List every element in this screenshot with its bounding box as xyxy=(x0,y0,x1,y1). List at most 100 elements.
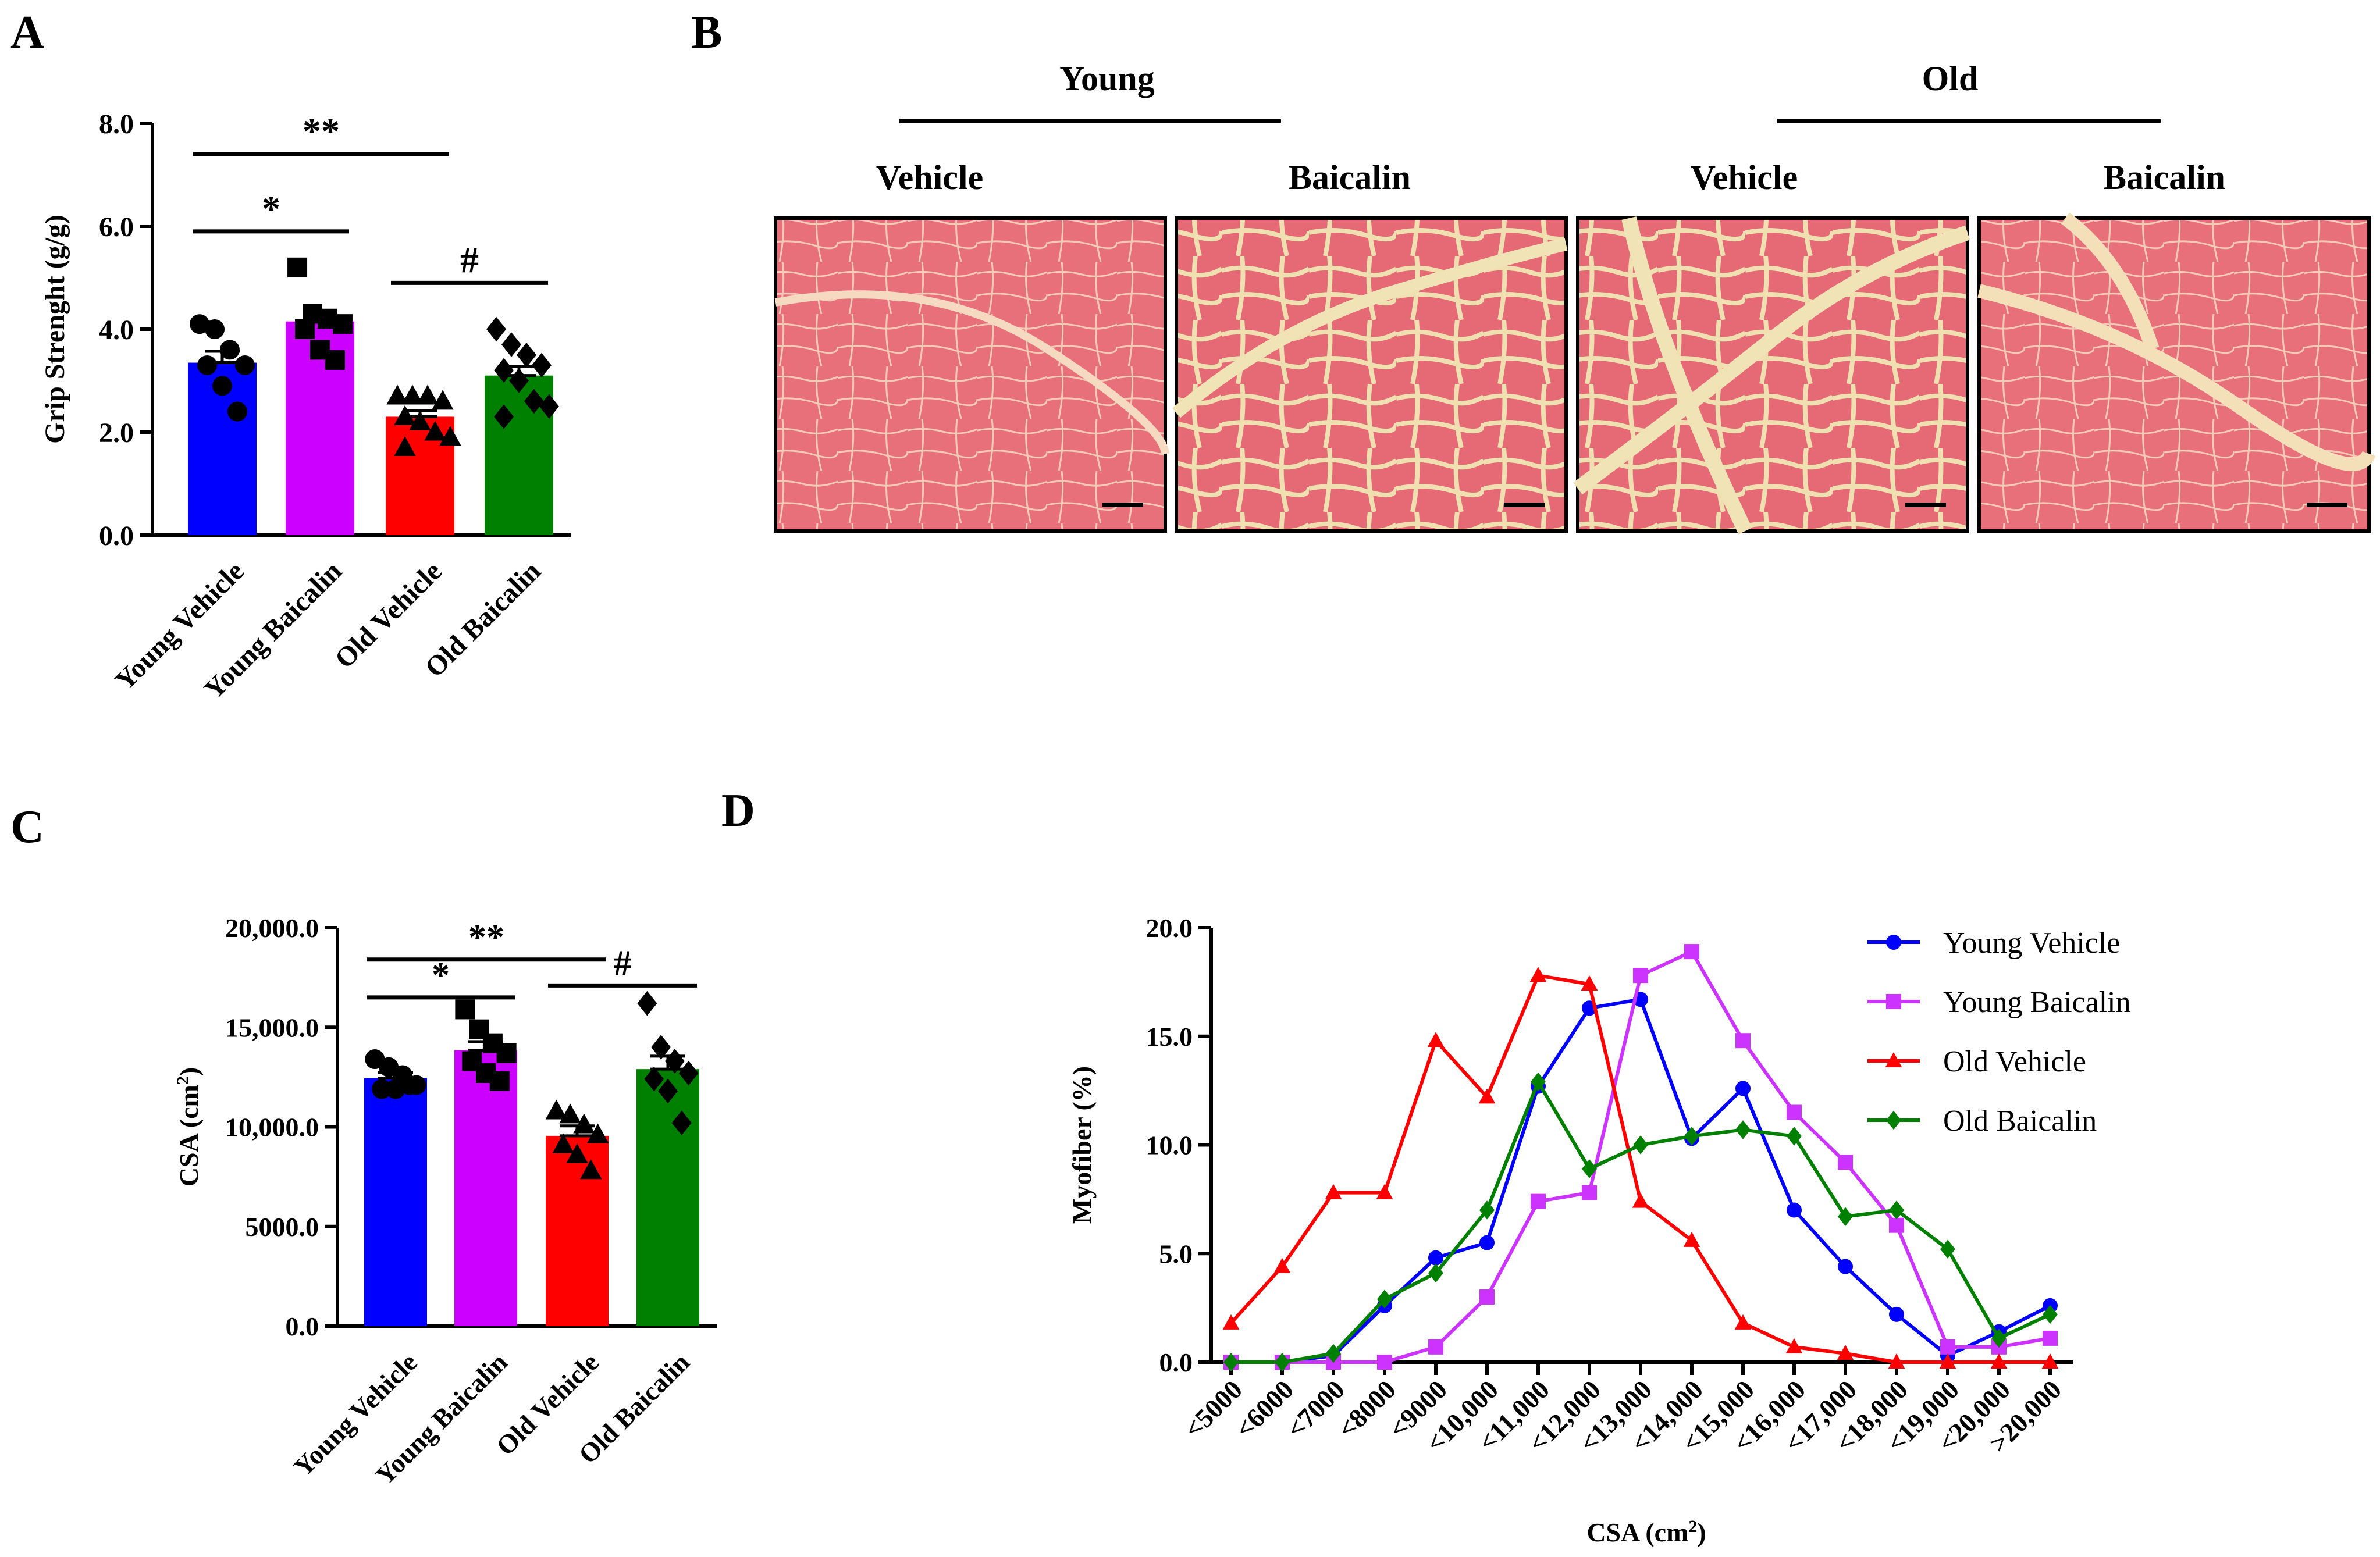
series-point xyxy=(1888,1353,1905,1369)
x-tick-label: <8000 xyxy=(1332,1374,1401,1444)
series-line xyxy=(1231,1078,2051,1364)
series-line xyxy=(1231,997,2051,1364)
y-tick-label: 0.0 xyxy=(1159,1348,1193,1377)
group-label-old: Old xyxy=(1922,59,1979,98)
bar xyxy=(454,1050,517,1326)
series-point xyxy=(1991,1328,2007,1348)
series-point xyxy=(1427,1032,1445,1047)
y-tick-label: 20.0 xyxy=(1146,913,1193,943)
series-point xyxy=(1479,1235,1495,1250)
series-point xyxy=(1735,1033,1751,1049)
y-tick-label: 4.0 xyxy=(99,315,134,345)
series-point xyxy=(2043,1330,2058,1346)
series-point xyxy=(1787,1202,1802,1218)
series-line xyxy=(1229,973,2050,1364)
data-point xyxy=(234,355,255,375)
data-point xyxy=(573,1113,595,1134)
histology-image-young-vehicle xyxy=(774,216,1169,533)
series-point xyxy=(1633,1135,1648,1155)
data-point xyxy=(325,350,345,370)
series-point xyxy=(1734,1314,1752,1330)
data-point xyxy=(205,319,225,339)
y-axis-label-close: ) xyxy=(174,1067,204,1076)
series-point xyxy=(1838,1155,1853,1170)
series-point xyxy=(2043,1305,2058,1324)
y-tick-label: 5000.0 xyxy=(246,1212,319,1242)
data-point xyxy=(417,384,439,405)
legend-marker xyxy=(1885,1052,1902,1068)
series-point xyxy=(1531,1193,1546,1209)
significance-label: * xyxy=(432,956,450,995)
significance-label: * xyxy=(262,188,280,229)
series-point xyxy=(1889,1200,1904,1220)
panel-letter-d: D xyxy=(721,785,755,836)
series-point xyxy=(1684,1127,1699,1146)
panel-letter-b: B xyxy=(691,7,722,58)
data-point xyxy=(651,1035,671,1060)
series-point xyxy=(1990,1353,2008,1369)
y-tick-label: 15.0 xyxy=(1146,1022,1193,1052)
data-point xyxy=(455,999,475,1020)
x-axis-label-text: CSA (cm xyxy=(1586,1517,1688,1547)
bar xyxy=(485,375,553,535)
panel-letter-a: A xyxy=(10,7,44,58)
y-tick-label: 15,000.0 xyxy=(225,1013,319,1042)
legend-label: Young Vehicle xyxy=(1943,927,2120,960)
bar xyxy=(364,1078,427,1326)
significance-label: ** xyxy=(468,918,504,957)
data-point xyxy=(399,1075,419,1095)
histology-panel: Young Old Vehicle Baicalin Vehicle Baica… xyxy=(774,59,2376,535)
series-point xyxy=(1428,1263,1443,1283)
data-point xyxy=(439,426,461,446)
series-point xyxy=(1940,1239,1955,1259)
panel-letter-c: C xyxy=(10,801,44,853)
myofiber-distribution-line-chart: 0.05.010.015.020.0<5000<6000<7000<8000<9… xyxy=(1067,913,2131,1547)
series-point xyxy=(1684,944,1699,960)
data-point xyxy=(539,394,559,419)
series-point xyxy=(1428,1339,1443,1355)
data-point xyxy=(496,1043,517,1063)
condition-label-young-vehicle: Vehicle xyxy=(876,158,983,197)
data-point xyxy=(545,1099,568,1120)
condition-label-young-baicalin: Baicalin xyxy=(1289,158,1411,197)
data-point xyxy=(586,1123,609,1143)
data-point xyxy=(372,1079,392,1099)
data-point xyxy=(401,384,424,405)
y-tick-label: 10,000.0 xyxy=(225,1113,319,1142)
x-axis-label: CSA (cm2) xyxy=(1586,1517,1706,1548)
x-axis-label-close: ) xyxy=(1697,1517,1706,1547)
data-point xyxy=(566,1143,588,1163)
series-point xyxy=(1837,1345,1854,1360)
series-point xyxy=(1222,1314,1240,1330)
series-point xyxy=(1787,1104,1802,1120)
series-point xyxy=(1581,975,1598,991)
series-point xyxy=(1889,1306,1904,1322)
y-tick-label: 8.0 xyxy=(99,109,134,140)
y-axis-label-sup: 2 xyxy=(173,1076,193,1085)
data-point xyxy=(227,401,247,422)
x-tick-label: <5000 xyxy=(1178,1374,1248,1444)
series-point xyxy=(1785,1338,1803,1353)
legend-marker xyxy=(1886,1110,1901,1130)
data-point xyxy=(658,1078,678,1104)
series-point xyxy=(1889,1217,1904,1233)
series-point xyxy=(1787,1127,1802,1146)
data-point xyxy=(494,404,514,429)
data-point xyxy=(501,332,522,357)
series-point xyxy=(1478,1088,1496,1104)
data-point xyxy=(219,340,240,360)
group-label-young: Young xyxy=(1059,59,1154,98)
series-point xyxy=(1275,1352,1290,1372)
series-point xyxy=(1838,1207,1853,1227)
significance-label: ** xyxy=(303,111,340,152)
y-tick-label: 10.0 xyxy=(1146,1131,1193,1160)
legend-marker xyxy=(1886,935,1901,950)
y-tick-label: 5.0 xyxy=(1159,1239,1193,1269)
series-point xyxy=(1326,1344,1341,1363)
data-point xyxy=(287,257,308,277)
data-point xyxy=(516,343,536,368)
series-point xyxy=(1479,1289,1495,1305)
y-tick-label: 6.0 xyxy=(99,212,134,243)
series-point xyxy=(1273,1257,1291,1273)
